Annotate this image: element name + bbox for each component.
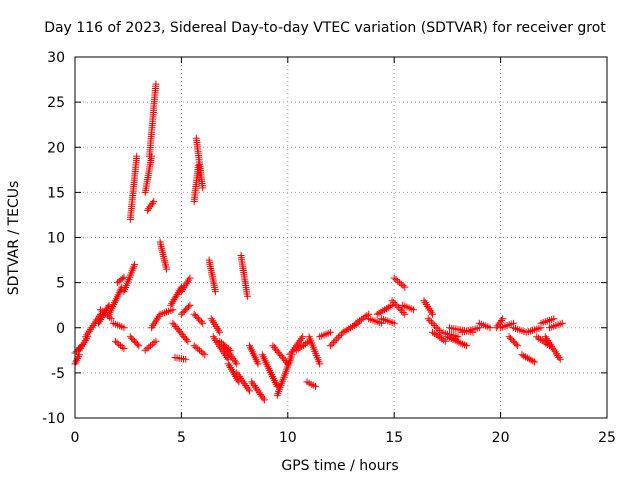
- grid-lines: [75, 57, 607, 418]
- axis-ticks: [74, 56, 608, 419]
- x-tick-label: 15: [385, 430, 403, 446]
- x-tick-labels: 0 5 10 15 20 25: [71, 430, 616, 446]
- y-tick-label: -10: [42, 411, 65, 427]
- y-tick-label: -5: [51, 366, 65, 382]
- chart-title: Day 116 of 2023, Sidereal Day-to-day VTE…: [44, 20, 606, 36]
- y-tick-label: 5: [56, 276, 65, 292]
- x-tick-label: 10: [279, 430, 297, 446]
- x-tick-label: 25: [598, 430, 616, 446]
- y-tick-label: 30: [47, 50, 65, 66]
- y-tick-label: 10: [47, 231, 65, 247]
- y-tick-label: 20: [47, 140, 65, 156]
- x-tick-label: 5: [177, 430, 186, 446]
- x-axis-title: GPS time / hours: [281, 458, 398, 474]
- sdtvar-markers: [71, 80, 566, 404]
- y-tick-label: 0: [56, 321, 65, 337]
- y-tick-label: 25: [47, 95, 65, 111]
- x-tick-label: 20: [492, 430, 510, 446]
- y-tick-labels: -10 -5 0 5 10 15 20 25 30: [42, 50, 65, 427]
- y-tick-label: 15: [47, 185, 65, 201]
- data-points: [71, 80, 566, 404]
- y-axis-title: SDTVAR / TECUs: [6, 181, 22, 296]
- x-tick-label: 0: [71, 430, 80, 446]
